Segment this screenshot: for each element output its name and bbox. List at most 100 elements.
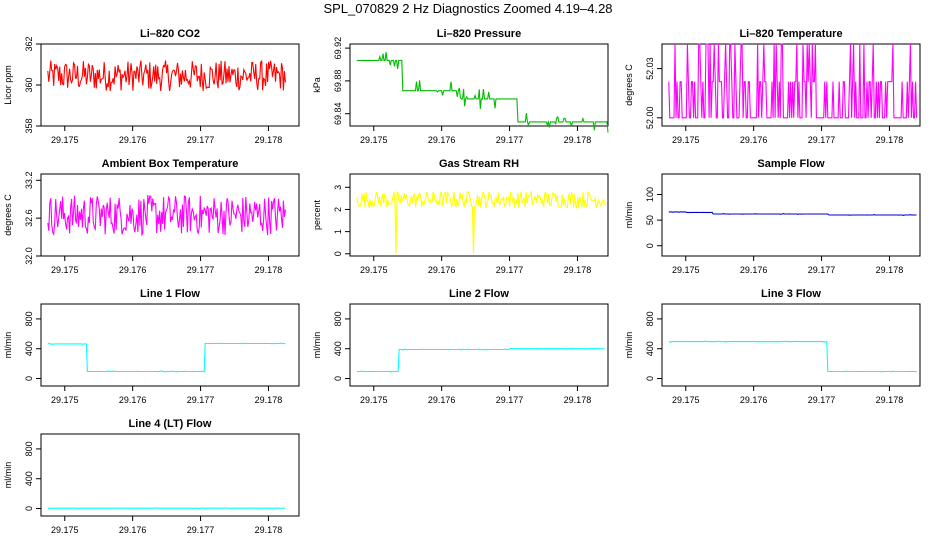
series-line xyxy=(47,507,286,510)
x-tick-label: 29.177 xyxy=(187,265,215,275)
x-tick-label: 29.177 xyxy=(808,395,836,405)
panel-9: Line 4 (LT) Flow ml/min 29.175 29.176 29.177… xyxy=(3,418,300,535)
x-tick-label: 29.178 xyxy=(564,135,592,145)
x-tick-label: 29.175 xyxy=(360,265,388,275)
panel-title: Li–820 Pressure xyxy=(437,28,521,40)
x-tick-label: 29.175 xyxy=(51,525,79,535)
y-tick-label: 800 xyxy=(24,441,34,456)
panel-6: Line 1 Flow ml/min 29.175 29.176 29.177 29.17… xyxy=(3,288,300,405)
y-tick-label: 400 xyxy=(24,341,34,356)
y-tick-label: 69.88 xyxy=(333,70,343,93)
y-tick-label: 800 xyxy=(645,311,655,326)
series-line xyxy=(356,52,609,133)
plot-frame xyxy=(661,43,921,127)
y-tick-label: 358 xyxy=(24,118,34,133)
x-tick-label: 29.176 xyxy=(428,395,456,405)
x-tick-label: 29.176 xyxy=(119,135,147,145)
panel-7: Line 2 Flow ml/min 29.175 29.176 29.177 29.17… xyxy=(312,288,609,405)
x-tick-label: 29.178 xyxy=(564,395,592,405)
series-line xyxy=(47,194,286,237)
plot-frame xyxy=(40,433,300,517)
x-tick-label: 29.176 xyxy=(119,265,147,275)
x-tick-label: 29.177 xyxy=(187,135,215,145)
plot-frame xyxy=(349,173,609,257)
panel-4: Gas Stream RH percent 29.175 29.176 29.177 29… xyxy=(312,158,609,275)
y-axis-label: ml/min xyxy=(3,332,13,359)
panel-title: Line 3 Flow xyxy=(761,288,821,300)
panel-title: Line 1 Flow xyxy=(140,288,200,300)
y-tick-label: 2 xyxy=(333,207,343,212)
series-line xyxy=(356,189,606,254)
x-tick-label: 29.175 xyxy=(360,135,388,145)
x-tick-label: 29.175 xyxy=(51,395,79,405)
series-line xyxy=(47,59,286,92)
x-tick-label: 29.178 xyxy=(876,395,904,405)
series-line xyxy=(668,340,917,373)
x-tick-label: 29.177 xyxy=(496,265,524,275)
y-tick-label: 0 xyxy=(333,376,343,381)
panel-title: Li–820 Temperature xyxy=(739,28,842,40)
x-tick-label: 29.177 xyxy=(187,525,215,535)
x-tick-label: 29.177 xyxy=(187,395,215,405)
x-tick-label: 29.175 xyxy=(360,395,388,405)
y-axis-label: ml/min xyxy=(3,462,13,489)
y-tick-label: 50 xyxy=(645,215,655,225)
y-tick-label: 362 xyxy=(24,36,34,51)
panel-title: Li–820 CO2 xyxy=(140,28,200,40)
x-tick-label: 29.176 xyxy=(119,525,147,535)
y-tick-label: 0 xyxy=(645,376,655,381)
x-tick-label: 29.175 xyxy=(51,135,79,145)
page-title: SPL_070829 2 Hz Diagnostics Zoomed 4.19–… xyxy=(323,1,613,16)
x-tick-label: 29.176 xyxy=(119,395,147,405)
x-tick-label: 29.178 xyxy=(255,395,283,405)
panel-3: Ambient Box Temperature degrees C 29.175 29… xyxy=(3,158,300,275)
y-tick-label: 69.92 xyxy=(333,37,343,60)
x-tick-label: 29.175 xyxy=(672,135,700,145)
y-tick-label: 0 xyxy=(645,243,655,248)
panel-title: Gas Stream RH xyxy=(439,158,519,170)
series-line xyxy=(668,43,918,119)
y-tick-label: 3 xyxy=(333,185,343,190)
x-tick-label: 29.178 xyxy=(255,525,283,535)
y-tick-label: 100 xyxy=(645,187,655,202)
panel-0: Li–820 CO2 Licor ppm 29.175 29.176 29.177 29.… xyxy=(3,28,300,145)
plot-frame xyxy=(40,173,300,257)
x-tick-label: 29.175 xyxy=(672,265,700,275)
x-tick-label: 29.176 xyxy=(428,265,456,275)
x-tick-label: 29.178 xyxy=(255,265,283,275)
panel-title: Line 2 Flow xyxy=(449,288,509,300)
x-tick-label: 29.176 xyxy=(740,395,768,405)
y-axis-label: kPa xyxy=(312,77,322,93)
panel-2: Li–820 Temperature degrees C 29.175 29.176 2… xyxy=(624,28,921,145)
x-tick-label: 29.177 xyxy=(496,395,524,405)
y-tick-label: 33.2 xyxy=(24,172,34,190)
y-tick-label: 360 xyxy=(24,77,34,92)
x-tick-label: 29.178 xyxy=(564,265,592,275)
y-tick-label: 0 xyxy=(24,376,34,381)
panel-5: Sample Flow ml/min 29.175 29.176 29.177 29.17… xyxy=(624,158,921,275)
x-tick-label: 29.178 xyxy=(876,265,904,275)
y-tick-label: 800 xyxy=(24,311,34,326)
y-tick-label: 400 xyxy=(24,471,34,486)
y-axis-label: ml/min xyxy=(312,332,322,359)
panel-title: Line 4 (LT) Flow xyxy=(129,418,212,430)
y-tick-label: 32.0 xyxy=(24,247,34,265)
x-tick-label: 29.175 xyxy=(51,265,79,275)
y-tick-label: 52.03 xyxy=(645,57,655,80)
x-tick-label: 29.177 xyxy=(808,265,836,275)
y-axis-label: ml/min xyxy=(624,202,634,229)
y-tick-label: 0 xyxy=(24,506,34,511)
y-axis-label: degrees C xyxy=(3,194,13,236)
plot-frame xyxy=(661,303,921,387)
y-tick-label: 69.84 xyxy=(333,102,343,125)
x-tick-label: 29.175 xyxy=(672,395,700,405)
x-tick-label: 29.176 xyxy=(740,135,768,145)
series-line xyxy=(356,347,605,373)
y-tick-label: 400 xyxy=(645,341,655,356)
panel-title: Sample Flow xyxy=(757,158,825,170)
y-axis-label: ml/min xyxy=(624,332,634,359)
x-tick-label: 29.176 xyxy=(740,265,768,275)
plot-frame xyxy=(40,303,300,387)
y-tick-label: 400 xyxy=(333,341,343,356)
